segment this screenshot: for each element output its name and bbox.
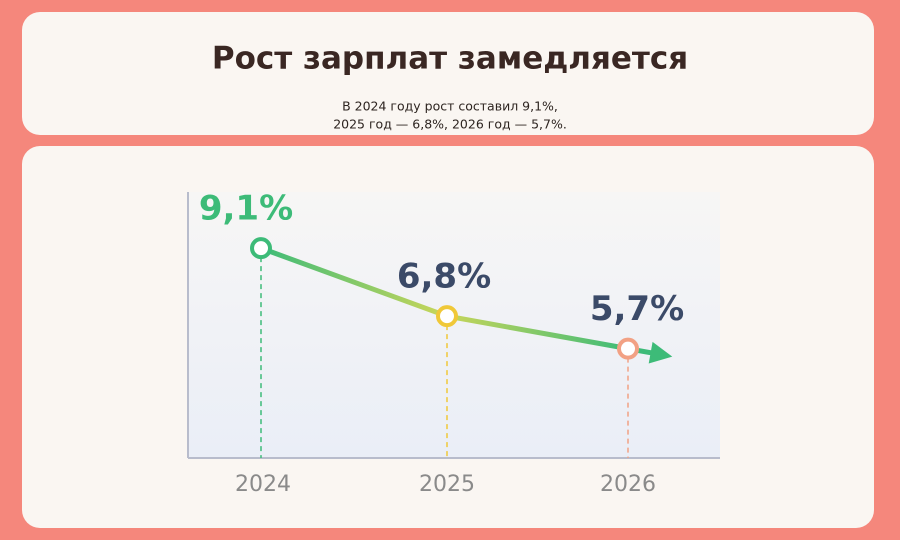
x-tick-label: 2024 (235, 472, 291, 497)
title: Рост зарплат замедляется (212, 41, 688, 77)
point (250, 237, 272, 260)
plot-area (188, 192, 720, 458)
point (436, 305, 458, 328)
x-tick-label: 2026 (600, 472, 656, 497)
subtitle-line: В 2024 году рост составил 9,1%, (342, 99, 558, 114)
arrow-head (648, 341, 673, 364)
value-label: 6,8% (397, 257, 491, 297)
x-tick-label: 2025 (419, 472, 475, 497)
subtitle-line: 2025 год — 6,8%, 2026 год — 5,7%. (333, 117, 567, 132)
point (617, 337, 639, 360)
header-card (22, 12, 874, 135)
value-label: 5,7% (590, 289, 684, 329)
value-label: 9,1% (199, 189, 293, 229)
